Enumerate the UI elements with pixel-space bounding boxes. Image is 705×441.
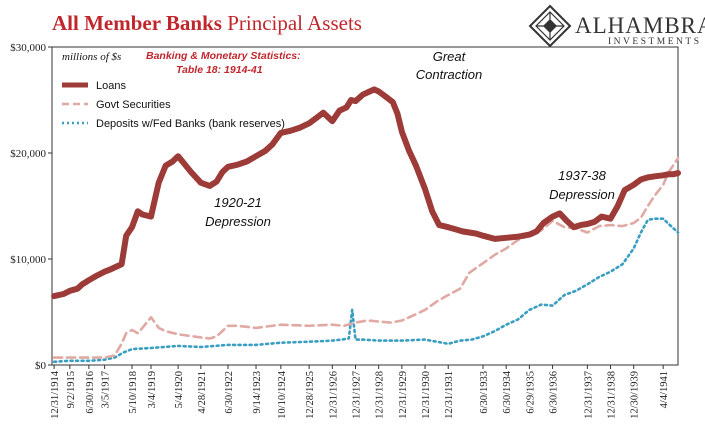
x-tick-label: 5/4/1920 (174, 371, 185, 408)
source-note-line-2: Table 18: 1914-41 (176, 64, 263, 76)
chart-title-rest: Principal Assets (227, 11, 362, 35)
x-tick-label: 6/30/1936 (549, 371, 560, 414)
annotation-depression-1920-line-1: 1920-21 (214, 195, 262, 210)
units-label: millions of $s (62, 51, 121, 63)
x-tick-label: 12/30/1939 (630, 371, 641, 419)
annotation-great-contraction: Great Contraction (416, 49, 482, 82)
x-tick-label: 3/4/1919 (147, 371, 158, 408)
x-tick-label: 12/31/1930 (421, 371, 432, 419)
x-tick-label: 6/30/1922 (224, 371, 235, 414)
x-tick-label: 12/31/1937 (583, 371, 594, 419)
annotation-depression-1937-line-1: 1937-38 (558, 168, 606, 183)
annotation-great-contraction-line-1: Great (433, 49, 467, 64)
logo-sub: INVESTMENTS (608, 37, 701, 47)
x-tick-label: 6/29/1935 (525, 371, 536, 414)
alhambra-logo: ALHAMBRA INVESTMENTS (528, 4, 705, 48)
plot-frame (51, 46, 679, 366)
x-tick-label: 4/28/1921 (197, 371, 208, 414)
annotation-depression-1937-line-2: Depression (549, 187, 615, 202)
x-tick-label: 9/2/1915 (66, 371, 77, 408)
x-tick-label: 5/10/1918 (128, 371, 139, 414)
annotation-great-contraction-line-2: Contraction (416, 67, 482, 82)
y-tick-label: $20,000 (10, 148, 46, 160)
x-tick-label: 6/30/1933 (479, 371, 490, 414)
series-fed-deposits-line (52, 217, 680, 364)
series-layer (51, 86, 681, 364)
legend: Loans Govt Securities Deposits w/Fed Ban… (62, 80, 285, 130)
x-tick-label: 6/30/1916 (85, 371, 96, 414)
x-tick-label: 12/31/1927 (351, 371, 362, 419)
chart-title: All Member Banks Principal Assets (52, 11, 362, 35)
annotation-depression-1920-line-2: Depression (205, 214, 271, 229)
x-tick-label: 12/31/1928 (375, 371, 386, 419)
x-tick-label: 12/31/1929 (398, 371, 409, 419)
x-tick-label: 6/30/1934 (502, 370, 513, 413)
x-axis: 12/31/1914 9/2/1915 6/30/1916 3/5/1917 5/10/… (50, 365, 670, 419)
legend-label-loans: Loans (96, 80, 126, 92)
x-tick-label: 4/4/1941 (659, 371, 670, 408)
x-tick-label: 9/14/1923 (252, 371, 263, 414)
legend-label-govt: Govt Securities (96, 99, 171, 111)
chart-title-main: All Member Banks (52, 11, 222, 35)
x-tick-label: 12/31/1914 (50, 370, 61, 419)
legend-label-deposits: Deposits w/Fed Banks (bank reserves) (96, 118, 285, 130)
source-note-line-1: Banking & Monetary Statistics: (146, 50, 301, 62)
y-tick-label: $10,000 (10, 254, 46, 266)
x-tick-label: 12/28/1925 (305, 371, 316, 419)
y-tick-label: $30,000 (10, 42, 46, 54)
logo-name: ALHAMBRA (575, 13, 705, 38)
annotation-depression-1920: 1920-21 Depression (205, 195, 271, 229)
annotation-depression-1937: 1937-38 Depression (549, 168, 615, 202)
x-tick-label: 12/31/1931 (444, 371, 455, 419)
y-tick-label: $0 (35, 360, 47, 372)
x-tick-label: 10/10/1924 (277, 370, 288, 419)
series-loans-line (51, 86, 681, 300)
x-tick-label: 12/31/1938 (607, 371, 618, 419)
alhambra-diamond-icon (528, 4, 572, 48)
x-tick-label: 12/31/1926 (328, 371, 339, 419)
series-govt-securities-line (52, 157, 680, 359)
y-axis: $0 $10,000 $20,000 $30,000 (10, 42, 52, 372)
x-tick-label: 3/5/1917 (101, 371, 112, 408)
